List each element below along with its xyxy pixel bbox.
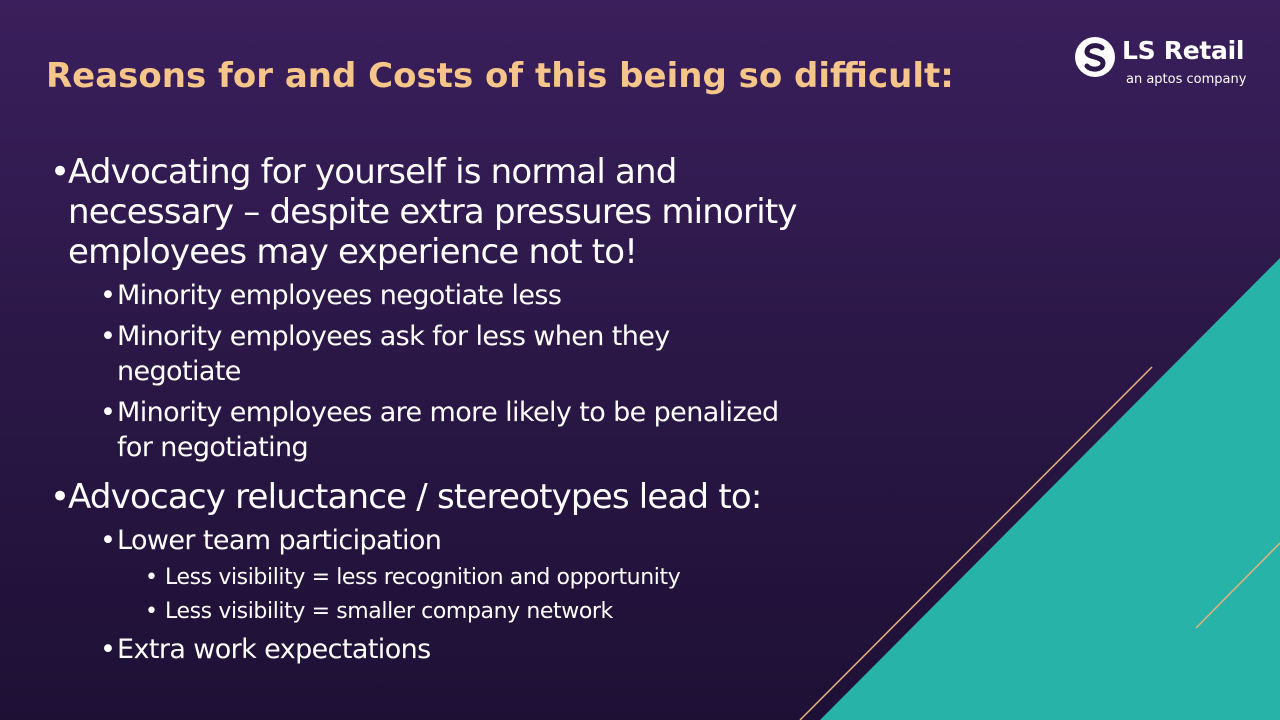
bullet-text-line: Minority employees ask for less when the… — [117, 321, 670, 352]
logo-tagline: an aptos company — [1126, 72, 1247, 87]
bullet-text-line: Lower team participation — [117, 525, 442, 556]
bullet-advocacy-reluctance: Advocacy reluctance / stereotypes lead t… — [50, 477, 840, 517]
bullet-text-line: necessary – despite extra pressures mino… — [68, 192, 798, 232]
slide-title: Reasons for and Costs of this being so d… — [46, 56, 954, 96]
sub-bullet-lower-participation: Lower team participation — [100, 523, 840, 558]
bullet-text-line: Minority employees are more likely to be… — [117, 397, 779, 428]
bullet-advocating: Advocating for yourself is normal and ne… — [50, 152, 840, 272]
sub-bullet-negotiate-less: Minority employees negotiate less — [100, 278, 840, 313]
bullet-text-line: Less visibility = smaller company networ… — [165, 599, 613, 624]
gold-diagonal-line — [799, 366, 1153, 720]
ls-retail-logo: LS Retail an aptos company — [1074, 36, 1254, 92]
logo-name: LS Retail — [1122, 36, 1245, 65]
bullet-text-line: Minority employees negotiate less — [117, 280, 562, 311]
ls-retail-logo-icon — [1075, 37, 1115, 77]
sub-bullet-extra-work: Extra work expectations — [100, 632, 840, 667]
sub-bullet-penalized: Minority employees are more likely to be… — [100, 395, 840, 465]
sub-sub-bullet-network: Less visibility = smaller company networ… — [145, 598, 840, 626]
sub-sub-bullet-recognition: Less visibility = less recognition and o… — [145, 564, 840, 592]
bullet-text-line: Advocacy reluctance / stereotypes lead t… — [68, 477, 762, 517]
teal-diagonal-band — [820, 258, 1280, 720]
bullet-text-line: Advocating for yourself is normal and — [68, 152, 677, 192]
bullet-text-line: Less visibility = less recognition and o… — [165, 565, 681, 590]
bullet-text-line: employees may experience not to! — [68, 232, 638, 272]
bullet-text-line: negotiate — [117, 356, 241, 387]
bullet-text-line: Extra work expectations — [117, 634, 431, 665]
bullet-list: Advocating for yourself is normal and ne… — [50, 152, 840, 667]
bullet-text-line: for negotiating — [117, 432, 309, 463]
sub-bullet-ask-for-less: Minority employees ask for less when the… — [100, 319, 840, 389]
gold-diagonal-line-small — [1195, 542, 1280, 629]
